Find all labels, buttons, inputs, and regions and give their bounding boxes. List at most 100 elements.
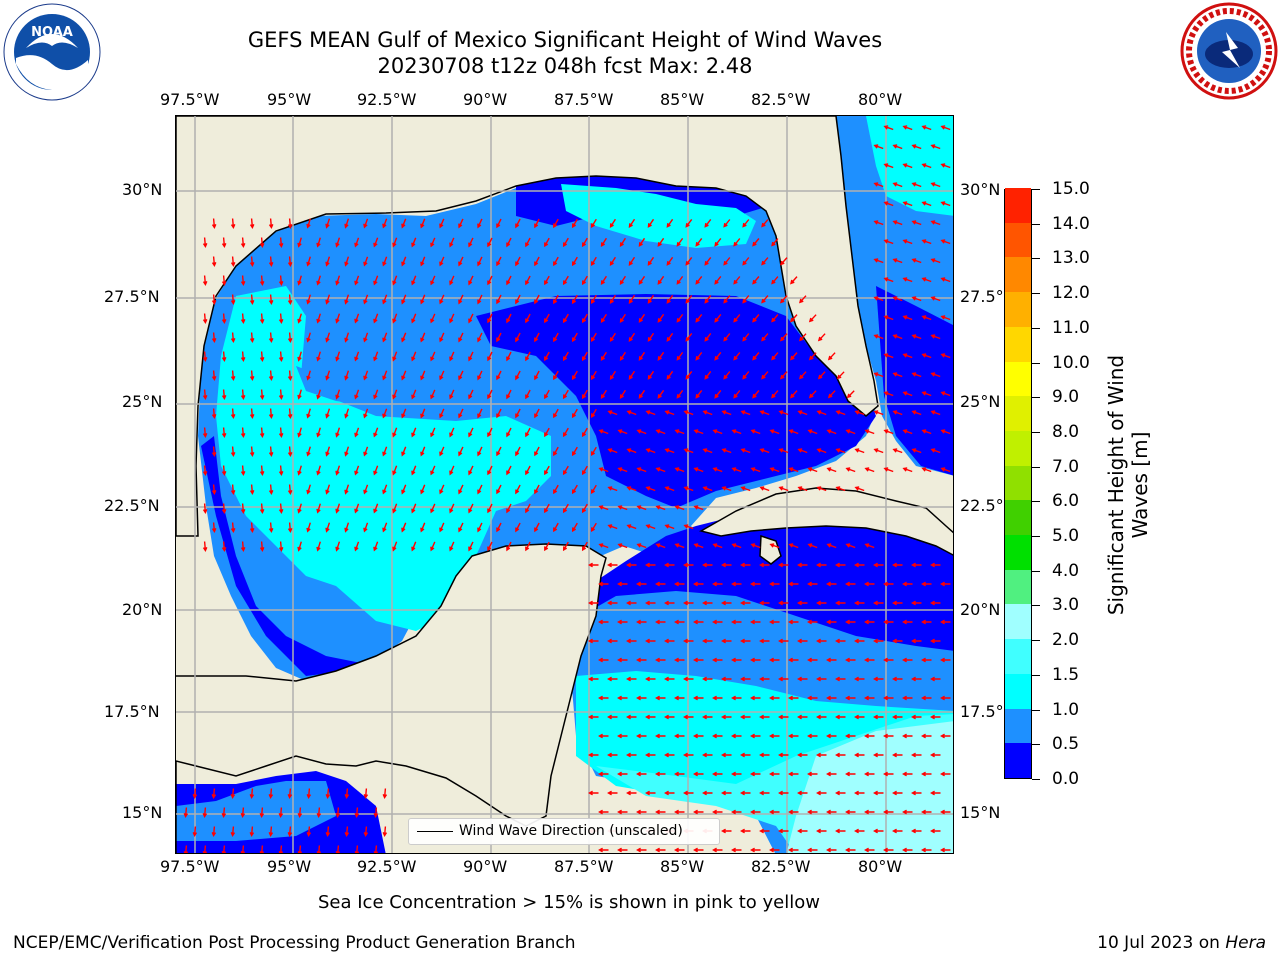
- wind-wave-arrow: [769, 847, 780, 853]
- wind-wave-arrow: [752, 352, 760, 361]
- wind-wave-arrow: [278, 275, 284, 286]
- wind-wave-arrow: [742, 295, 750, 304]
- wind-wave-arrow: [411, 313, 417, 324]
- wind-wave-arrow: [458, 484, 464, 495]
- colorbar-tick-label: 0.5: [1052, 734, 1080, 755]
- colorbar-tick-mark: [1032, 674, 1040, 676]
- wind-wave-arrow: [202, 465, 208, 476]
- wind-wave-arrow: [835, 752, 846, 758]
- wind-wave-arrow: [306, 332, 311, 343]
- wind-wave-arrow: [496, 522, 502, 533]
- wind-wave-arrow: [278, 313, 284, 324]
- wind-wave-arrow: [750, 695, 761, 701]
- wind-wave-arrow: [702, 486, 713, 492]
- wind-wave-arrow: [607, 638, 618, 644]
- wind-wave-arrow: [712, 429, 723, 435]
- wind-wave-arrow: [790, 276, 798, 285]
- wind-wave-arrow: [693, 847, 704, 853]
- wind-wave-arrow: [373, 313, 379, 324]
- wind-wave-arrow: [344, 522, 350, 533]
- wind-wave-arrow: [240, 427, 246, 438]
- wind-wave-arrow: [845, 733, 856, 739]
- wind-wave-arrow: [826, 657, 837, 663]
- wind-wave-arrow: [544, 275, 550, 286]
- wind-wave-arrow: [487, 389, 493, 400]
- wind-wave-arrow: [930, 676, 941, 682]
- wind-wave-arrow: [655, 695, 666, 701]
- wind-wave-arrow: [740, 752, 751, 758]
- wind-wave-arrow: [704, 218, 712, 228]
- wind-wave-arrow: [211, 370, 217, 381]
- wind-wave-arrow: [249, 218, 255, 229]
- wind-wave-arrow: [202, 503, 208, 514]
- wind-wave-arrow: [704, 294, 712, 304]
- wind-wave-arrow: [930, 372, 941, 378]
- wind-wave-arrow: [902, 733, 913, 739]
- wind-wave-arrow: [930, 714, 941, 720]
- wind-wave-arrow: [797, 752, 808, 758]
- wind-wave-arrow: [721, 676, 732, 682]
- wind-wave-arrow: [816, 448, 827, 454]
- wind-wave-arrow: [750, 619, 761, 625]
- colorbar-segment: [1005, 222, 1031, 258]
- wind-wave-arrow: [657, 389, 665, 399]
- wind-wave-arrow: [921, 125, 932, 131]
- wind-wave-arrow: [598, 657, 609, 663]
- wind-wave-arrow: [826, 619, 837, 625]
- wind-wave-arrow: [750, 847, 761, 853]
- wind-wave-arrow: [723, 371, 731, 380]
- wind-wave-arrow: [788, 733, 799, 739]
- wind-wave-arrow: [740, 448, 751, 454]
- wind-wave-arrow: [826, 771, 837, 777]
- wind-wave-arrow: [721, 828, 732, 834]
- wind-wave-arrow: [600, 275, 607, 286]
- wind-wave-arrow: [674, 581, 685, 587]
- wind-wave-arrow: [287, 294, 293, 305]
- wind-wave-arrow: [674, 657, 685, 663]
- wind-wave-arrow: [902, 847, 913, 853]
- wind-wave-arrow: [496, 370, 502, 381]
- wind-wave-arrow: [515, 408, 521, 419]
- wind-wave-arrow: [211, 256, 217, 267]
- colorbar-tick-mark: [1032, 709, 1040, 711]
- wind-wave-arrow: [449, 237, 455, 248]
- wind-wave-arrow: [562, 275, 569, 286]
- wind-wave-arrow: [571, 484, 578, 495]
- wind-wave-arrow: [638, 275, 646, 285]
- wind-wave-arrow: [721, 448, 732, 454]
- wind-wave-arrow: [211, 218, 217, 229]
- noaa-logo: NOAA: [2, 2, 102, 102]
- wind-wave-arrow: [373, 465, 379, 476]
- wind-wave-arrow: [221, 313, 227, 324]
- wind-wave-arrow: [723, 295, 731, 304]
- wind-wave-arrow: [268, 408, 274, 419]
- colorbar-tick-label: 6.0: [1052, 491, 1080, 512]
- wind-wave-arrow: [714, 351, 722, 361]
- wind-wave-arrow: [808, 314, 817, 323]
- wind-wave-arrow: [864, 581, 875, 587]
- colorbar-tick-mark: [1032, 223, 1040, 225]
- wind-wave-arrow: [553, 484, 559, 495]
- wind-wave-arrow: [657, 351, 665, 361]
- wind-wave-arrow: [693, 505, 704, 511]
- wind-wave-arrow: [506, 465, 512, 476]
- wind-wave-arrow: [769, 467, 780, 473]
- wind-wave-arrow: [911, 410, 922, 416]
- wind-wave-arrow: [515, 332, 521, 343]
- wind-wave-arrow: [496, 218, 502, 229]
- wind-wave-arrow: [892, 182, 903, 188]
- wind-wave-arrow: [921, 581, 932, 587]
- wind-wave-arrow: [721, 600, 732, 606]
- wind-wave-arrow: [733, 352, 741, 361]
- wind-wave-arrow: [468, 541, 474, 552]
- wind-wave-arrow: [617, 505, 628, 511]
- wind-wave-arrow: [230, 256, 236, 267]
- wind-wave-arrow: [712, 847, 723, 853]
- lat-tick-right: 20°N: [960, 600, 1001, 619]
- wind-wave-arrow: [506, 275, 512, 286]
- wind-wave-arrow: [628, 218, 636, 229]
- wind-wave-arrow: [873, 828, 884, 834]
- wind-wave-arrow: [740, 714, 751, 720]
- wind-wave-arrow: [873, 182, 884, 188]
- wind-wave-arrow: [731, 657, 742, 663]
